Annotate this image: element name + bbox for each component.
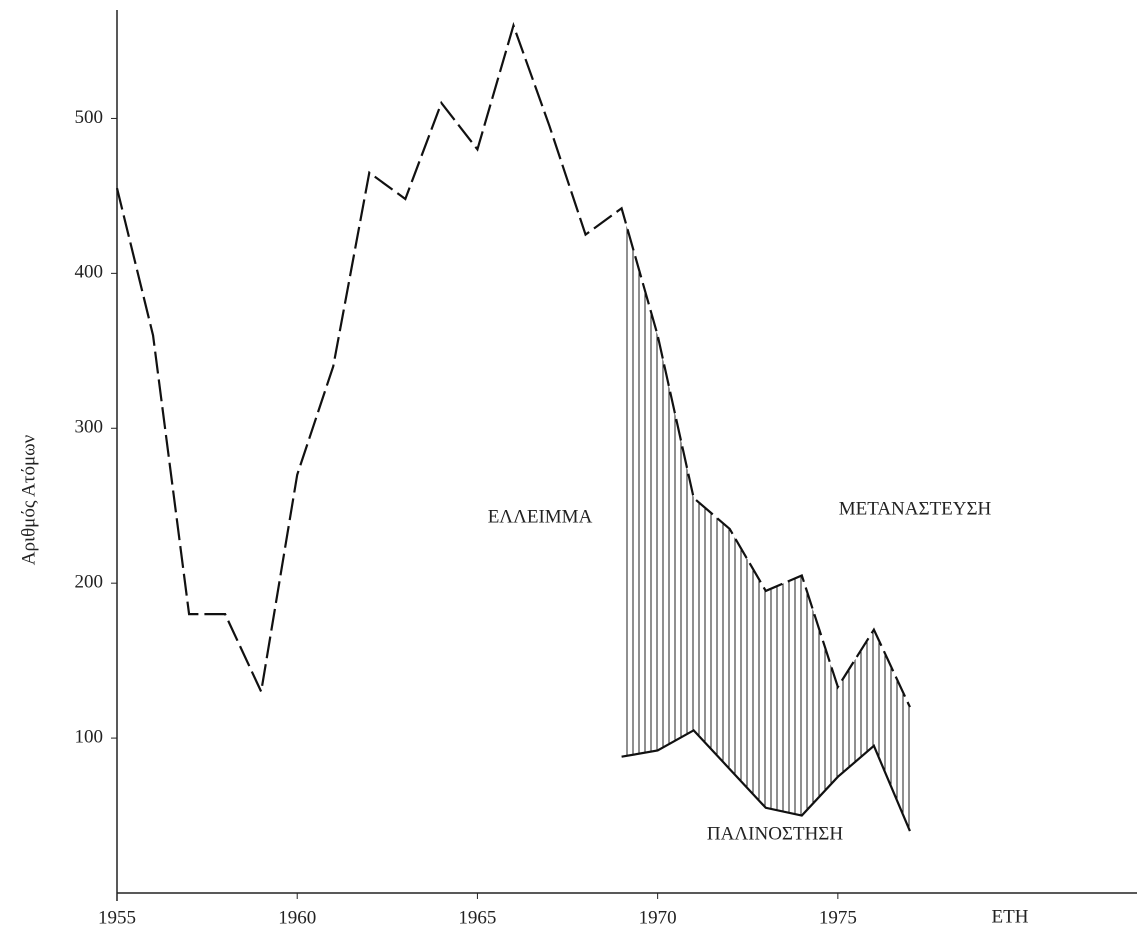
y-tick-label: 200: [75, 572, 104, 593]
x-tick-label: 1960: [278, 907, 316, 928]
annotation: ΕΛΛΕΙΜΜΑ: [488, 506, 593, 527]
x-tick-label: 1975: [819, 907, 857, 928]
x-axis-label: ΕΤΗ: [992, 906, 1029, 927]
y-tick-label: 300: [75, 417, 104, 438]
series-line: [621, 728, 911, 832]
series-label: ΠΑΛΙΝΟΣΤΗΣΗ: [707, 823, 843, 844]
deficit-hatch: [621, 208, 910, 832]
y-axis-label: Αριθμός Ατόμων: [18, 434, 39, 565]
x-tick-label: 1955: [98, 907, 136, 928]
x-tick-label: 1970: [639, 907, 677, 928]
y-tick-label: 400: [75, 262, 104, 283]
x-tick-label: 1965: [458, 907, 496, 928]
series-line: [115, 21, 911, 708]
series-label: ΜΕΤΑΝΑΣΤΕΥΣΗ: [839, 498, 992, 519]
y-tick-label: 500: [75, 107, 104, 128]
y-tick-label: 100: [75, 726, 104, 747]
